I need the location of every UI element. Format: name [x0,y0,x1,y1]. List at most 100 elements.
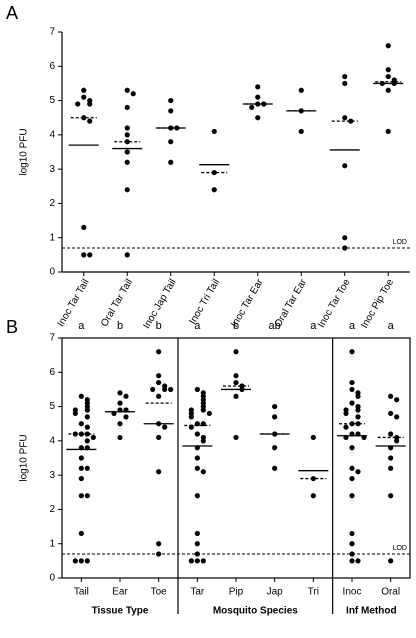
data-point [124,87,130,93]
y-axis-label: log10 PFU [19,434,30,481]
data-point [87,252,93,258]
y-tick-label: 7 [49,333,55,344]
data-point [168,97,174,104]
y-tick-label: 6 [49,367,55,378]
panel-label: A [6,3,18,23]
data-point [156,469,162,475]
data-point [156,541,162,547]
data-point [355,393,361,399]
data-point [211,187,217,193]
data-point [124,125,130,131]
data-point [156,393,162,399]
data-point [81,94,87,100]
x-tick-label: Inoc [343,587,362,598]
data-point [124,149,130,155]
significance-letter: b [117,320,123,332]
data-point [394,438,400,444]
data-point [78,455,84,461]
group-label: Tissue Type [92,606,149,617]
data-point [388,493,394,499]
data-point [255,84,261,90]
data-point [84,407,90,413]
data-point [188,414,194,420]
data-point [87,118,93,124]
data-point [342,235,348,241]
x-tick-label: Inoc Tri Tail [187,277,222,326]
data-point [78,475,84,482]
data-point [342,80,348,87]
data-point [123,414,129,420]
x-tick-label: Pip [229,587,244,598]
data-point [200,438,206,444]
data-point [188,558,194,564]
data-point [72,558,78,564]
data-point [194,551,200,557]
data-point [342,245,348,251]
significance-letter: a [310,320,317,332]
data-point [150,386,156,393]
data-point [272,403,278,410]
data-point [349,379,355,386]
data-point [355,469,361,475]
data-point [117,434,123,441]
data-point [194,465,200,471]
data-point [84,493,90,499]
data-point [272,465,278,471]
data-point [117,421,123,427]
y-tick-label: 6 [49,61,55,72]
panel-label: B [6,317,18,337]
x-tick-label: Tri [308,587,319,598]
data-point [342,115,348,121]
y-tick-label: 4 [49,129,55,140]
data-point [194,541,200,547]
data-point [343,410,349,417]
y-tick-label: 0 [49,267,55,278]
data-point [124,132,130,138]
data-point [162,424,168,430]
data-point [310,434,316,441]
data-point [272,445,278,451]
y-tick-label: 1 [49,538,55,549]
data-point [385,87,391,93]
data-point [388,558,394,564]
data-point [194,455,200,461]
significance-letter: ab [269,320,281,332]
data-point [233,373,239,379]
data-point [78,493,84,499]
data-point [385,128,391,135]
data-point [233,349,239,355]
data-point [81,87,87,93]
data-point [355,558,361,564]
data-point [124,159,130,165]
data-point [233,379,239,386]
significance-letter: a [388,320,395,332]
data-point [84,431,90,437]
x-tick-label: Jap [267,587,284,598]
group-label: Mosquito Species [213,606,298,617]
data-point [84,424,90,430]
significance-letter: b [233,320,239,332]
significance-letter: b [156,320,162,332]
data-point [194,558,200,564]
x-tick-label: Tail [74,587,89,598]
data-point [349,558,355,564]
data-point [349,386,355,393]
data-point [87,101,93,107]
data-point [78,421,84,427]
data-point [162,386,168,393]
data-point [200,407,206,413]
data-point [84,414,90,420]
y-tick-label: 5 [49,95,55,106]
lod-label: LOD [393,545,407,552]
data-point [349,530,355,537]
data-point [81,224,87,231]
data-point [156,373,162,379]
data-point [84,465,90,471]
data-point [200,469,206,475]
data-point [249,104,255,111]
data-point [394,397,400,403]
y-tick-label: 7 [49,27,55,38]
y-tick-label: 2 [49,198,55,209]
data-point [385,73,391,80]
